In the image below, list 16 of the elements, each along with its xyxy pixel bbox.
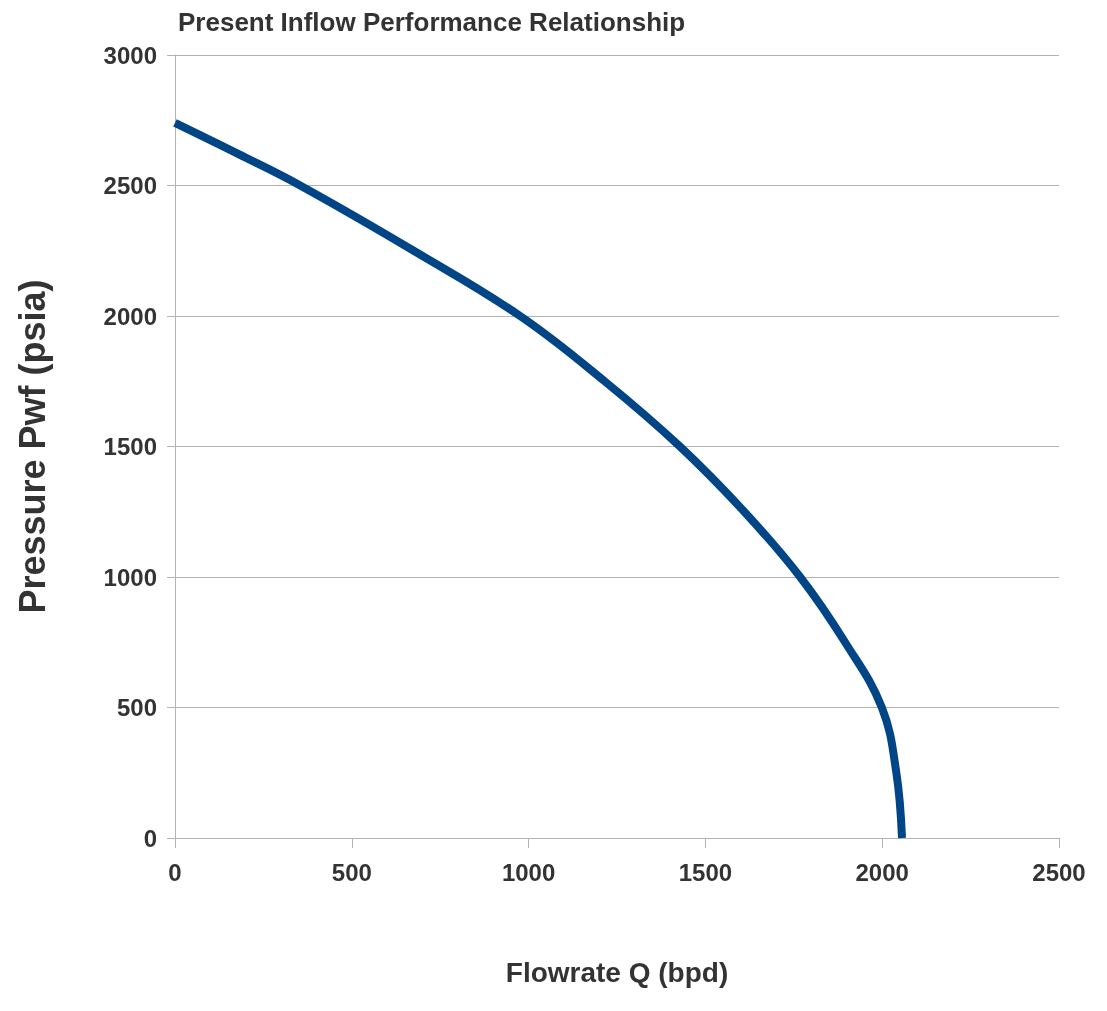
x-tick-label: 2000 bbox=[855, 858, 909, 886]
chart-title: Present Inflow Performance Relationship bbox=[178, 7, 686, 37]
x-tick-label: 500 bbox=[331, 858, 372, 886]
y-tick-label: 3000 bbox=[103, 41, 157, 69]
x-tick-label: 0 bbox=[168, 858, 182, 886]
x-axis-title: Flowrate Q (bpd) bbox=[505, 956, 729, 988]
x-tick-label: 1000 bbox=[501, 858, 556, 886]
x-tick-label: 1500 bbox=[678, 858, 733, 886]
y-tick-label: 2000 bbox=[103, 302, 157, 330]
y-tick-label: 500 bbox=[116, 694, 157, 721]
y-tick-label: 1000 bbox=[103, 563, 157, 591]
x-tick-label: 2500 bbox=[1032, 858, 1086, 886]
y-axis-title: Pressure Pwf (psia) bbox=[11, 279, 53, 614]
y-tick-label: 0 bbox=[143, 824, 157, 852]
y-tick-label: 2500 bbox=[103, 172, 157, 199]
y-tick-label: 1500 bbox=[103, 433, 157, 460]
